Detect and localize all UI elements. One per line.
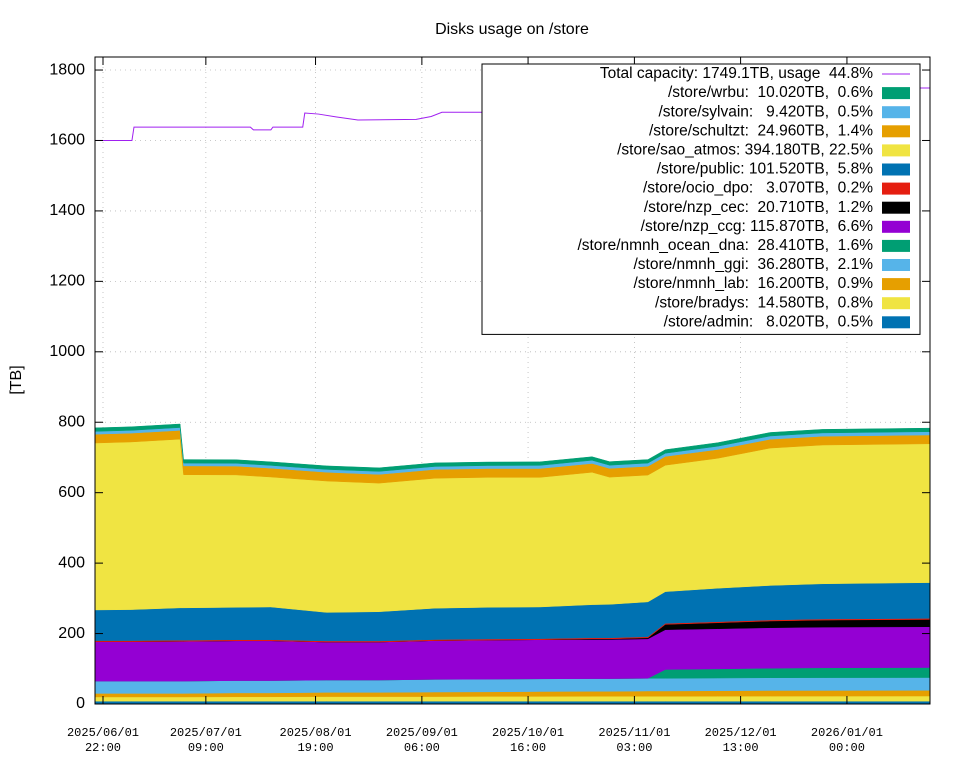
legend-swatch bbox=[882, 297, 910, 310]
x-tick-label: 2025/12/01 13:00 bbox=[705, 726, 777, 755]
legend-label: /store/ocio_dpo: 3.070TB, 0.2% bbox=[643, 180, 873, 197]
x-tick-label: 2025/07/01 09:00 bbox=[170, 726, 242, 755]
y-tick-label: 1400 bbox=[49, 202, 85, 219]
y-axis-label: [TB] bbox=[8, 365, 25, 394]
x-tick-label: 2025/10/01 16:00 bbox=[492, 726, 564, 755]
legend-label: /store/admin: 8.020TB, 0.5% bbox=[664, 313, 874, 330]
y-tick-label: 1800 bbox=[49, 61, 85, 78]
x-tick-label: 2025/06/01 22:00 bbox=[67, 726, 139, 755]
area-layer bbox=[94, 423, 931, 705]
legend-swatch bbox=[882, 316, 910, 329]
x-tick-label: 2025/11/01 03:00 bbox=[598, 726, 670, 755]
legend-label: /store/nmnh_ocean_dna: 28.410TB, 1.6% bbox=[577, 237, 873, 254]
legend-swatch bbox=[882, 163, 910, 176]
x-tick-label: 2026/01/01 00:00 bbox=[811, 726, 883, 755]
legend-label: /store/nzp_cec: 20.710TB, 1.2% bbox=[644, 199, 873, 216]
legend-box bbox=[481, 63, 921, 335]
legend-swatch bbox=[882, 144, 910, 157]
y-tick-label: 400 bbox=[58, 554, 85, 571]
legend-label: /store/sao_atmos: 394.180TB, 22.5% bbox=[617, 141, 873, 158]
y-tick-label: 0 bbox=[76, 695, 85, 712]
axes-layer: 0 200 400 600 800 1000 1200 1400 1600 1800 2025/06… bbox=[49, 56, 931, 755]
legend: Total capacity: 1749.1TB, usage 44.8% /st… bbox=[481, 63, 921, 335]
y-tick-label: 1000 bbox=[49, 343, 85, 360]
legend-label: Total capacity: 1749.1TB, usage 44.8% bbox=[600, 65, 873, 82]
legend-label: /store/sylvain: 9.420TB, 0.5% bbox=[658, 103, 873, 120]
legend-swatch bbox=[882, 220, 910, 233]
legend-swatch bbox=[882, 87, 910, 100]
legend-label: /store/bradys: 14.580TB, 0.8% bbox=[655, 294, 873, 311]
x-tick-label: 2025/08/01 19:00 bbox=[280, 726, 352, 755]
y-tick-label: 600 bbox=[58, 484, 85, 501]
legend-swatch bbox=[882, 259, 910, 271]
legend-swatch bbox=[882, 201, 910, 214]
legend-label: /store/nmnh_ggi: 36.280TB, 2.1% bbox=[633, 256, 873, 273]
legend-swatch bbox=[882, 106, 910, 119]
y-tick-label: 1600 bbox=[49, 132, 85, 149]
legend-swatch bbox=[882, 182, 910, 195]
legend-label: /store/nzp_ccg: 115.870TB, 6.6% bbox=[641, 218, 874, 235]
y-tick-label: 800 bbox=[58, 413, 85, 430]
legend-swatch bbox=[882, 125, 910, 138]
legend-swatch bbox=[882, 239, 910, 252]
y-tick-label: 200 bbox=[58, 625, 85, 642]
plot-border bbox=[94, 56, 931, 705]
chart-title: Disks usage on /store bbox=[435, 21, 589, 38]
x-tick-label: 2025/09/01 06:00 bbox=[386, 726, 458, 755]
legend-label: /store/schultzt: 24.960TB, 1.4% bbox=[649, 122, 873, 139]
legend-label: /store/wrbu: 10.020TB, 0.6% bbox=[668, 84, 873, 101]
y-tick-label: 1200 bbox=[49, 273, 85, 290]
legend-label: /store/public: 101.520TB, 5.8% bbox=[657, 161, 873, 178]
legend-label: /store/nmnh_lab: 16.200TB, 0.9% bbox=[633, 275, 873, 292]
legend-swatch bbox=[882, 278, 910, 291]
